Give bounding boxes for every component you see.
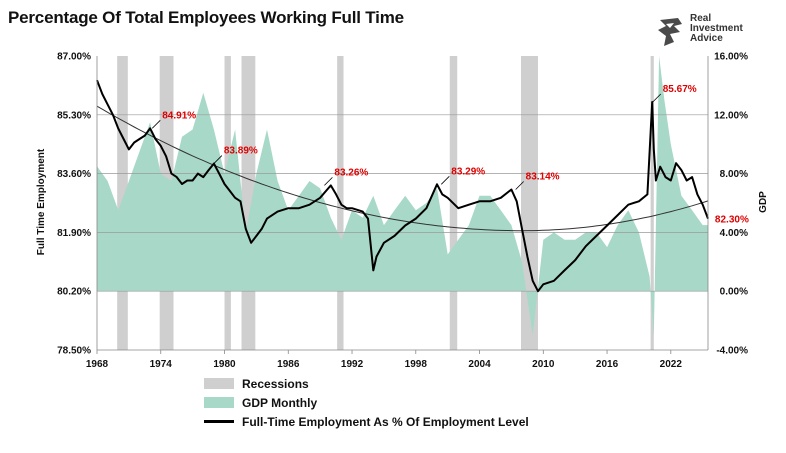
y-tick-label: 83.60% <box>57 169 91 180</box>
axes-layer: 87.00% 85.30% 83.60% 81.90% 80.20% 78.50% 16.0… <box>57 52 748 371</box>
x-tick-label: 2022 <box>660 359 683 370</box>
y2-tick-label: -4.00% <box>716 346 748 357</box>
annotation-leader <box>515 181 524 190</box>
annotation-label-4: 83.14% <box>526 172 560 183</box>
gdp-area-layer <box>97 56 708 336</box>
y-tick-label: 81.90% <box>57 228 91 239</box>
annotation-label-5: 85.67% <box>663 84 697 95</box>
x-tick-label: 2004 <box>468 359 491 370</box>
y2-tick-label: 12.00% <box>714 110 748 121</box>
annotation-leader <box>441 176 450 185</box>
plot-area: 84.91% 83.89% 83.26% 83.29% 83.14% 85.67% 82.3… <box>36 52 769 371</box>
annotation-leader <box>213 155 223 164</box>
trend-curve <box>96 105 709 232</box>
y-tick-label: 85.30% <box>57 110 91 121</box>
legend: Recessions GDP Monthly Full-Time Employm… <box>204 374 529 431</box>
legend-item-gdp: GDP Monthly <box>204 393 529 412</box>
x-tick-label: 1980 <box>213 359 236 370</box>
x-tick-label: 1992 <box>341 359 364 370</box>
recession-swatch <box>204 378 234 389</box>
eagle-icon <box>658 18 682 46</box>
annotation-label-0: 84.91% <box>162 110 196 121</box>
annotations-layer: 84.91% 83.89% 83.26% 83.29% 83.14% 85.67% 82.3… <box>151 84 749 226</box>
x-tick-label: 2010 <box>532 359 555 370</box>
annotation-leader <box>652 93 662 103</box>
y-tick-label: 80.20% <box>57 287 91 298</box>
y2-axis-label: GDP <box>758 191 769 213</box>
gdp-area <box>97 56 708 336</box>
x-tick-label: 2016 <box>596 359 619 370</box>
x-tick-label: 1968 <box>86 359 109 370</box>
legend-label-gdp: GDP Monthly <box>242 395 318 410</box>
annotation-leader <box>324 177 333 186</box>
y-axis-label: Full Time Employment <box>36 148 47 255</box>
logo-line-3: Advice <box>690 33 723 44</box>
annotation-label-3: 83.29% <box>451 166 485 177</box>
trend-layer <box>96 105 709 232</box>
employment-line <box>96 79 709 293</box>
annotation-leader <box>151 120 161 129</box>
y2-tick-label: 16.00% <box>714 52 748 63</box>
recession-bar-7 <box>650 56 654 350</box>
annotation-label-6: 82.30% <box>715 215 749 226</box>
y2-tick-label: 8.00% <box>720 169 748 180</box>
y-tick-label: 78.50% <box>57 346 91 357</box>
logo-text: Real Investment Advice <box>690 14 743 44</box>
legend-label-employment: Full-Time Employment As % Of Employment … <box>242 414 529 429</box>
annotation-label-2: 83.26% <box>334 167 368 178</box>
x-tick-label: 1974 <box>150 359 173 370</box>
logo-line-1: Real <box>690 13 712 24</box>
y-tick-label: 87.00% <box>57 52 91 63</box>
logo-line-2: Investment <box>690 23 743 34</box>
brand-logo: Real Investment Advice <box>656 14 766 54</box>
recession-bar-6 <box>520 56 538 350</box>
x-tick-label: 1986 <box>277 359 300 370</box>
gdp-swatch <box>204 397 234 408</box>
chart-title: Percentage Of Total Employees Working Fu… <box>8 8 404 27</box>
annotation-label-1: 83.89% <box>224 146 258 157</box>
legend-label-recessions: Recessions <box>242 376 309 391</box>
employment-line-layer <box>96 79 709 293</box>
employment-swatch <box>204 420 234 423</box>
legend-item-employment: Full-Time Employment As % Of Employment … <box>204 412 529 431</box>
y2-tick-label: 0.00% <box>720 287 748 298</box>
y2-tick-label: 4.00% <box>720 228 748 239</box>
x-tick-label: 1998 <box>405 359 428 370</box>
legend-item-recessions: Recessions <box>204 374 529 393</box>
